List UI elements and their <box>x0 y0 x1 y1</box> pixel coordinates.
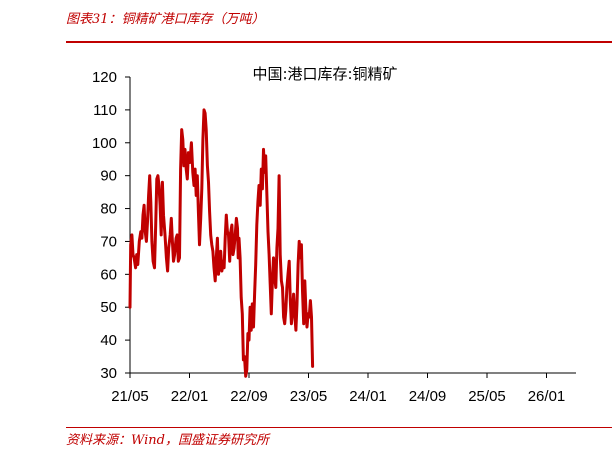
x-tick-label: 24/01 <box>349 388 387 405</box>
series-line-copper-concentrate-port-inventory <box>128 108 315 378</box>
source-note: 资料来源：Wind，国盛证券研究所 <box>66 433 269 448</box>
y-tick-label: 120 <box>92 69 117 86</box>
x-tick-label: 22/01 <box>171 388 209 405</box>
chart-axes: 30 40 50 60 70 80 90 100 110 120 21/05 22/01 22/09 23… <box>92 69 576 405</box>
top-rule <box>66 41 612 43</box>
x-tick-label: 25/05 <box>468 388 506 405</box>
y-tick-label: 40 <box>100 332 117 349</box>
y-tick-label: 90 <box>100 168 117 185</box>
x-tick-label: 22/09 <box>230 388 268 405</box>
figure-title: 图表31：铜精矿港口库存（万吨） <box>66 12 265 27</box>
y-tick-label: 60 <box>100 266 117 283</box>
x-tick-label: 24/09 <box>409 388 447 405</box>
y-tick-label: 110 <box>93 102 117 119</box>
chart-title: 中国:港口库存:铜精矿 <box>252 65 397 83</box>
chart-series <box>128 108 315 378</box>
bottom-rule <box>66 427 612 428</box>
y-tick-label: 70 <box>100 233 117 250</box>
y-tick-label: 80 <box>100 201 117 218</box>
x-tick-label: 21/05 <box>111 388 149 405</box>
y-tick-label: 50 <box>100 299 117 316</box>
x-tick-label: 23/05 <box>290 388 328 405</box>
y-tick-label: 100 <box>92 135 117 152</box>
x-tick-label: 26/01 <box>528 388 566 405</box>
y-tick-label: 30 <box>100 365 117 382</box>
